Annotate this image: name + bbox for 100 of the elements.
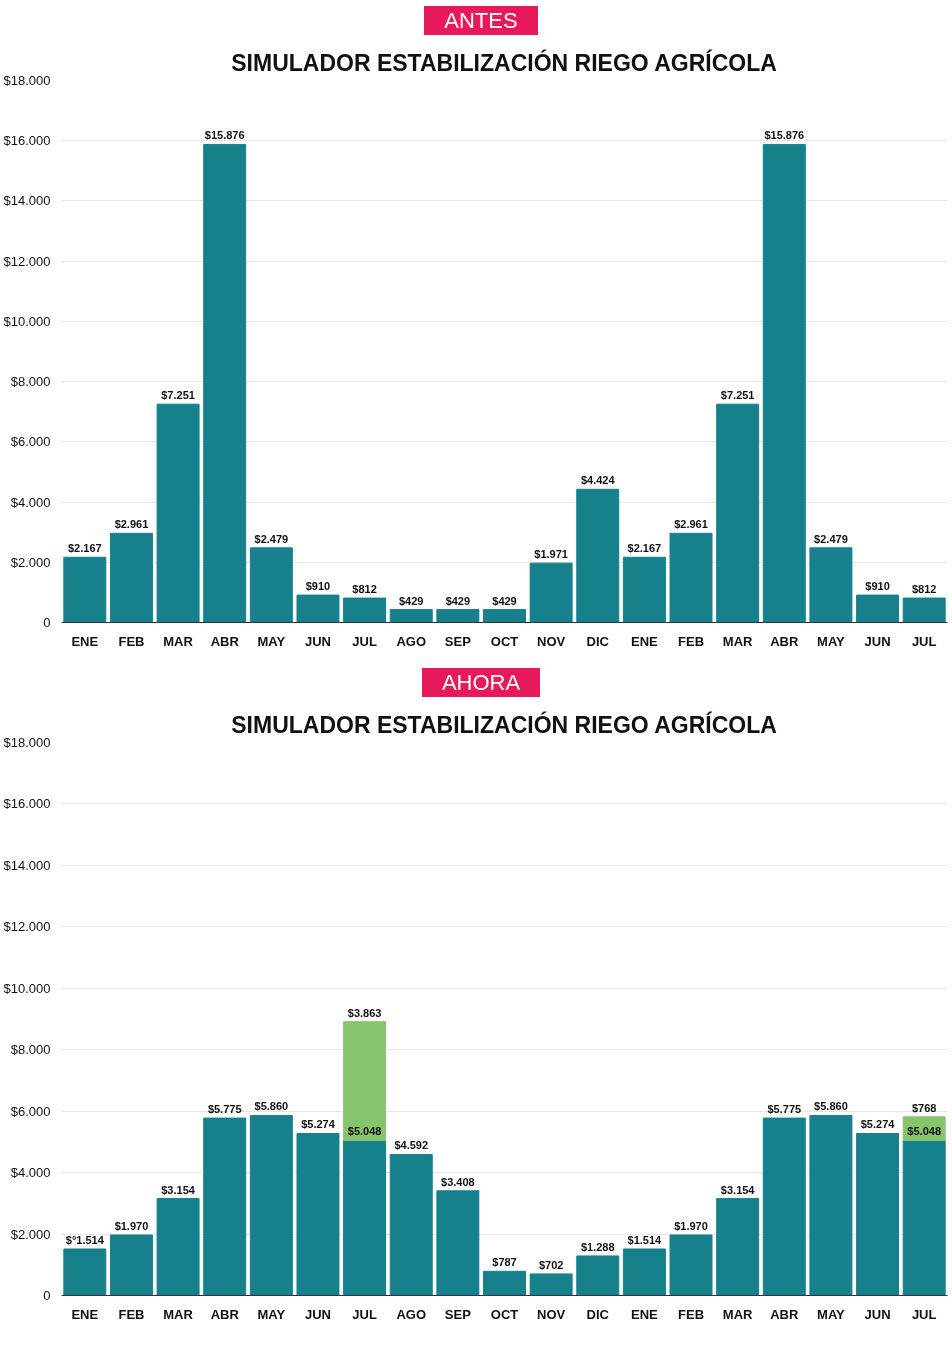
bar: [156, 1198, 200, 1296]
x-tick-label: ABR: [770, 633, 799, 649]
x-tick-label: JUL: [352, 633, 377, 649]
data-label: $3.408: [441, 1175, 475, 1188]
bar: [389, 1153, 433, 1296]
x-tick-label: SEP: [444, 633, 472, 649]
bar: [203, 143, 247, 623]
x-tick-label: ENE: [71, 1306, 99, 1322]
x-tick-label: MAR: [722, 633, 754, 649]
x-tick-label: FEB: [678, 633, 705, 649]
data-label: $°1.514: [65, 1233, 105, 1246]
chart-subtitle: AHORA: [421, 668, 541, 697]
x-tick-label: ABR: [210, 1306, 240, 1322]
y-tick-label: 0: [43, 1288, 51, 1303]
data-label: $4.424: [580, 474, 616, 487]
data-label: $3.154: [161, 1183, 196, 1196]
bar: [669, 1234, 713, 1296]
bar: [856, 594, 900, 623]
y-tick-label: $2.000: [10, 554, 51, 570]
y-tick-label: $12.000: [3, 253, 51, 269]
bar: [296, 594, 340, 623]
data-label: $787: [492, 1256, 517, 1269]
data-label: $1.514: [627, 1233, 663, 1246]
x-tick-label: ENE: [631, 1306, 659, 1322]
data-label: $15.876: [764, 129, 805, 142]
data-label: $2.961: [114, 518, 149, 531]
data-label: $1.288: [580, 1240, 615, 1253]
y-tick-label: $12.000: [3, 919, 51, 935]
bar: [669, 532, 713, 623]
x-tick-label: DIC: [586, 1306, 610, 1322]
bar: [436, 609, 480, 623]
bar: [343, 597, 387, 623]
bar: [343, 1021, 387, 1141]
data-label: $7.251: [720, 389, 755, 402]
data-label: $429: [492, 594, 517, 607]
data-label: $1.971: [534, 548, 568, 561]
data-label: $2.961: [674, 518, 708, 531]
bar: [809, 547, 853, 623]
x-tick-label: DIC: [586, 633, 610, 649]
x-tick-label: MAR: [722, 1306, 754, 1322]
bar: [249, 1114, 293, 1296]
bar: [63, 556, 107, 623]
chart-title: SIMULADOR ESTABILIZACIÓN RIEGO AGRÍCOLA: [231, 710, 777, 738]
data-label: $429: [399, 594, 424, 607]
y-tick-label: $16.000: [3, 796, 51, 812]
y-tick-label: $4.000: [10, 494, 51, 510]
x-tick-label: JUL: [911, 633, 937, 649]
x-tick-label: OCT: [490, 1306, 519, 1322]
data-label: $1.970: [674, 1219, 708, 1232]
data-label: $3.154: [720, 1183, 756, 1196]
bar: [296, 1132, 340, 1296]
data-label: $4.592: [394, 1139, 429, 1152]
y-tick-label: $18.000: [3, 735, 51, 750]
bar: [156, 403, 200, 623]
bar: [529, 1273, 573, 1296]
data-label: $2.479: [254, 532, 289, 545]
x-tick-label: SEP: [444, 1306, 472, 1322]
data-label: $1.970: [114, 1219, 149, 1232]
x-tick-label: OCT: [490, 633, 519, 649]
x-tick-label: MAR: [163, 633, 194, 649]
data-label: $5.274: [860, 1118, 896, 1131]
x-tick-label: MAY: [257, 633, 286, 649]
bar: [902, 1139, 946, 1296]
x-tick-label: MAR: [163, 1306, 194, 1322]
x-tick-label: ABR: [210, 633, 240, 649]
data-label: $3.863: [347, 1006, 382, 1019]
y-tick-label: $16.000: [3, 133, 51, 149]
bar: [529, 562, 573, 623]
y-tick-label: $6.000: [10, 434, 51, 450]
y-tick-label: $10.000: [3, 980, 51, 996]
data-label: $5.048: [347, 1125, 382, 1138]
x-tick-label: ABR: [770, 1306, 799, 1322]
x-tick-label: ENE: [631, 633, 659, 649]
data-label: $5.048: [907, 1125, 942, 1138]
x-tick-label: MAY: [817, 633, 846, 649]
y-tick-label: $18.000: [3, 73, 51, 88]
chart-subtitle: ANTES: [424, 6, 538, 35]
bar: [762, 143, 806, 623]
data-label: $5.274: [301, 1118, 336, 1131]
bar: [856, 1132, 900, 1296]
x-tick-label: NOV: [537, 633, 566, 649]
data-label: $812: [911, 583, 937, 596]
bar: [483, 1270, 526, 1296]
bar: [343, 1139, 387, 1296]
y-tick-label: $14.000: [3, 193, 51, 209]
data-label: $15.876: [204, 129, 245, 142]
x-tick-label: JUL: [911, 1306, 937, 1322]
x-tick-label: JUN: [304, 1306, 331, 1322]
data-label: $5.775: [767, 1103, 802, 1116]
data-label: $5.775: [207, 1103, 242, 1116]
bar: [902, 597, 946, 623]
bar: [63, 1248, 107, 1296]
data-label: $429: [445, 594, 471, 607]
y-tick-label: $8.000: [10, 374, 51, 390]
bar: [622, 1248, 666, 1296]
x-tick-label: JUL: [352, 1306, 377, 1322]
bar: [716, 403, 760, 623]
x-tick-label: JUN: [864, 1306, 891, 1322]
bar: [576, 1255, 620, 1296]
chart-title: SIMULADOR ESTABILIZACIÓN RIEGO AGRÍCOLA: [231, 48, 777, 76]
